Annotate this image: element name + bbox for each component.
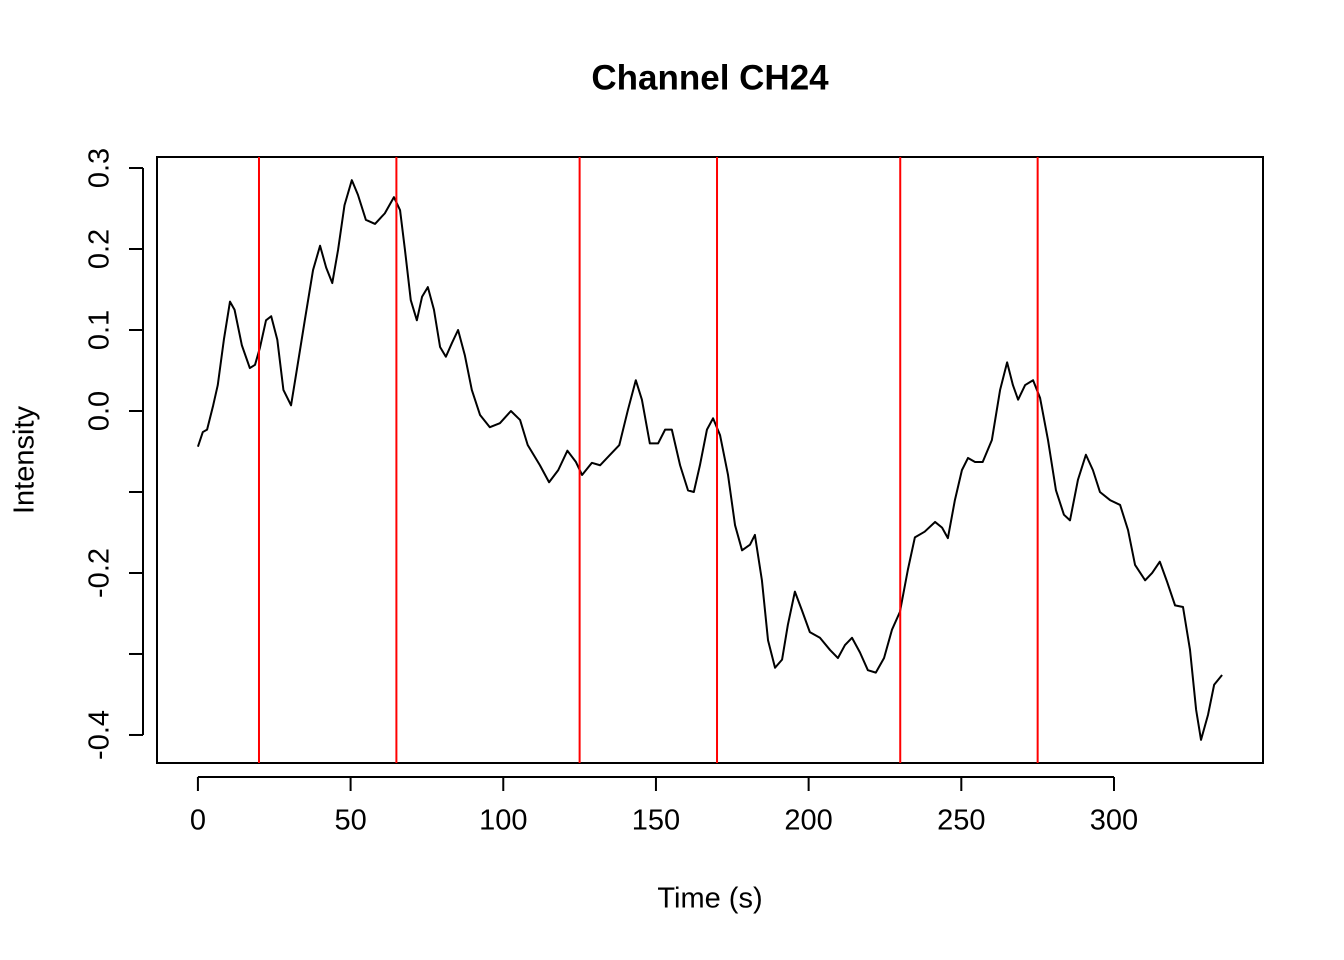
x-tick-label: 150 (632, 805, 680, 837)
y-tick-label: 0.3 (84, 148, 116, 188)
data-line (196, 179, 1223, 741)
x-tick-label: 50 (334, 805, 366, 837)
x-axis-label: Time (s) (657, 883, 762, 915)
y-tick-label: -0.4 (84, 710, 116, 760)
y-tick-label: 0.2 (84, 229, 116, 269)
chart-title: Channel CH24 (591, 58, 829, 97)
x-tick-label: 250 (937, 805, 985, 837)
y-tick-label: 0.0 (84, 391, 116, 431)
plot-frame (156, 156, 1264, 764)
x-tick-label: 300 (1090, 805, 1138, 837)
x-tick-label: 200 (784, 805, 832, 837)
x-tick-label: 0 (190, 805, 206, 837)
y-axis-label: Intensity (9, 406, 41, 514)
y-tick-label: -0.2 (84, 548, 116, 598)
y-tick-label: 0.1 (84, 310, 116, 350)
x-tick-label: 100 (479, 805, 527, 837)
